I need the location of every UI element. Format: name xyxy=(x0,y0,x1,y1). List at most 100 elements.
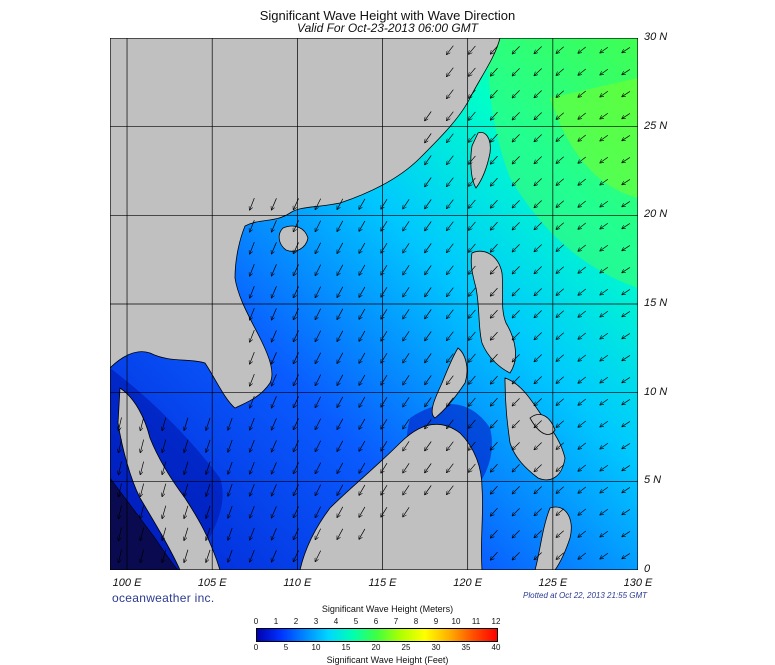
wave-arrow xyxy=(534,486,542,494)
wave-arrow xyxy=(250,242,255,254)
wave-arrow xyxy=(337,462,344,473)
wave-arrow xyxy=(534,508,542,516)
longitude-label: 120 E xyxy=(453,577,483,589)
wave-arrow xyxy=(381,462,388,473)
wave-arrow xyxy=(250,396,255,408)
wave-arrow xyxy=(425,111,432,121)
meter-tick-label: 10 xyxy=(451,617,461,626)
wave-arrow xyxy=(578,46,587,53)
wave-arrow xyxy=(315,418,321,430)
wave-arrow xyxy=(469,45,476,54)
wave-arrow xyxy=(315,352,321,364)
wave-direction-arrows xyxy=(118,45,631,563)
wave-arrow xyxy=(447,265,454,275)
wave-arrow xyxy=(534,156,542,164)
wave-arrow xyxy=(250,220,255,232)
wave-arrow xyxy=(556,552,564,559)
wave-arrow xyxy=(184,417,189,430)
meter-tick-label: 11 xyxy=(471,617,481,626)
wave-arrow xyxy=(293,330,299,341)
wave-arrow xyxy=(556,464,564,471)
wave-arrow xyxy=(447,177,454,187)
wave-arrow xyxy=(622,531,631,536)
wave-arrow xyxy=(512,222,520,229)
wave-arrow xyxy=(272,264,277,275)
wave-arrow xyxy=(359,330,366,341)
wave-arrow xyxy=(272,440,277,451)
wave-arrow xyxy=(293,264,299,275)
wave-arrow xyxy=(447,133,454,143)
wave-arrow xyxy=(293,352,299,363)
wave-arrow xyxy=(337,330,344,341)
wave-arrow xyxy=(556,354,564,361)
wave-arrow xyxy=(469,441,476,450)
wave-arrow xyxy=(403,265,410,274)
wave-arrow xyxy=(600,68,609,75)
wave-arrow xyxy=(250,264,255,276)
wave-arrow xyxy=(600,376,609,383)
land xyxy=(110,38,572,570)
wave-arrow xyxy=(337,418,344,429)
wave-arrow xyxy=(491,419,498,428)
wave-arrow xyxy=(425,441,432,451)
feet-tick-label: 20 xyxy=(371,643,381,652)
wave-arrow xyxy=(534,266,542,274)
wave-arrow xyxy=(206,527,211,540)
wave-arrow xyxy=(556,68,564,75)
wave-arrow xyxy=(469,397,476,406)
wave-arrow xyxy=(534,530,542,538)
wave-arrow xyxy=(250,308,255,320)
wave-arrow xyxy=(403,243,410,252)
wave-arrow xyxy=(315,330,321,342)
wave-arrow xyxy=(512,310,520,317)
wave-arrow xyxy=(469,89,476,98)
feet-tick-label: 35 xyxy=(461,643,471,652)
wave-arrow xyxy=(118,439,122,452)
wave-arrow xyxy=(600,156,609,163)
wave-arrow xyxy=(512,442,520,449)
wave-arrow xyxy=(534,398,542,406)
wave-arrow xyxy=(140,505,144,519)
wave-arrow xyxy=(512,332,520,339)
wave-arrow xyxy=(403,485,410,494)
wave-arrow xyxy=(600,178,609,185)
wave-arrow xyxy=(534,376,542,384)
wave-arrow xyxy=(403,375,410,384)
map-title: Significant Wave Height with Wave Direct… xyxy=(259,8,516,23)
wave-arrow xyxy=(359,484,366,495)
wave-arrow xyxy=(512,530,520,537)
feet-tick-label: 0 xyxy=(253,643,259,652)
wave-arrow xyxy=(491,265,498,274)
wave-arrow xyxy=(469,265,476,274)
wave-arrow xyxy=(315,220,321,232)
wave-arrow xyxy=(491,111,498,120)
feet-tick-label: 15 xyxy=(341,643,351,652)
wave-arrow xyxy=(469,375,476,384)
wave-arrow xyxy=(622,289,631,294)
plotted-timestamp: Plotted at Oct 22, 2013 21:55 GMT xyxy=(523,591,648,600)
wave-arrow xyxy=(512,508,520,515)
wave-arrow xyxy=(622,421,631,426)
wave-arrow xyxy=(315,286,321,298)
longitude-label: 100 E xyxy=(112,577,142,589)
wave-arrow xyxy=(381,484,388,495)
wave-arrow xyxy=(293,440,299,451)
wave-arrow xyxy=(118,505,122,518)
wave-arrow xyxy=(600,508,609,515)
wave-arrow xyxy=(381,418,388,429)
wave-arrow xyxy=(491,397,498,406)
wave-arrow xyxy=(512,552,520,559)
feet-tick-label: 10 xyxy=(311,643,321,652)
meter-tick-label: 3 xyxy=(313,617,319,626)
wave-arrow xyxy=(556,244,564,251)
wave-arrow xyxy=(534,310,542,318)
wave-arrow xyxy=(272,528,277,539)
wave-arrow xyxy=(272,352,277,363)
wave-arrow xyxy=(337,242,344,253)
wave-arrow xyxy=(469,309,476,318)
wave-arrow xyxy=(381,308,388,319)
wave-arrow xyxy=(272,374,277,385)
wave-arrow xyxy=(491,353,498,362)
wave-arrow xyxy=(315,528,321,540)
